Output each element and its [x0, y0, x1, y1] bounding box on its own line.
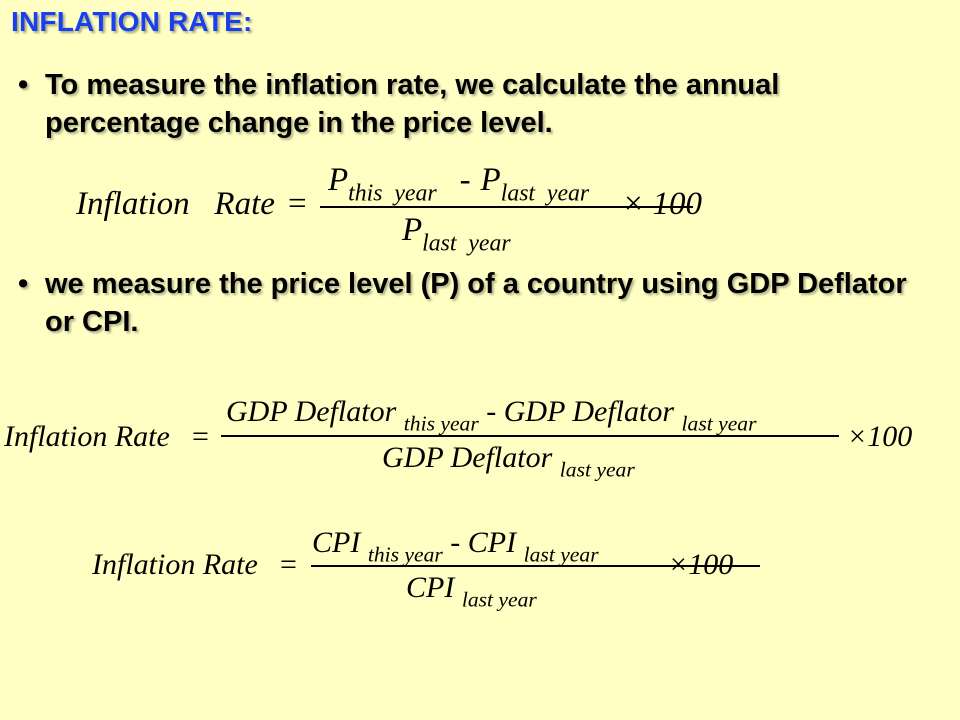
fraction-bar [221, 435, 839, 437]
bullet-marker: • [18, 268, 29, 300]
fraction-denominator: CPI last year [406, 571, 537, 613]
bullet-price-level: • we measure the price level (P) of a co… [18, 265, 933, 341]
numerator-subscript-b: last year [523, 542, 599, 567]
numerator-term-a: GDP Deflator [226, 395, 397, 428]
minus-sign: - [450, 526, 461, 559]
numerator-term-a: CPI [312, 526, 361, 559]
numerator-subscript-a: this year [403, 411, 479, 436]
numerator-term-a: P [328, 162, 349, 198]
denominator-subscript: last year [422, 230, 511, 257]
numerator-subscript-a: this year [367, 542, 443, 567]
slide-title: INFLATION RATE: [11, 6, 253, 37]
denominator-term: P [402, 212, 423, 248]
minus-sign: - [459, 162, 471, 198]
multiply-100: ×100 [847, 420, 913, 453]
equals-sign: = [192, 420, 209, 453]
denominator-subscript: last year [461, 587, 537, 612]
numerator-term-b: GDP Deflator [503, 395, 675, 428]
denominator-term: CPI [406, 571, 455, 604]
formula-lhs: Inflation Rate [76, 186, 275, 222]
numerator-subscript-b: last year [500, 180, 590, 207]
bullet-text: we measure the price level (P) of a coun… [45, 268, 907, 338]
bullet-measure-inflation: • To measure the inflation rate, we calc… [18, 66, 933, 142]
formula-lhs: Inflation Rate [4, 420, 170, 453]
fraction-numerator: CPI this year - CPI last year [312, 526, 599, 568]
equals-sign: = [280, 548, 297, 581]
equals-sign: = [288, 186, 307, 222]
fraction-numerator: Pthis year - Plast year [328, 162, 589, 208]
multiply-100: × 100 [622, 186, 703, 222]
formula-lhs: Inflation Rate [92, 548, 258, 581]
multiply-100: ×100 [668, 548, 734, 581]
formula-cpi: Inflation Rate = CPI this year - CPI las… [92, 526, 762, 626]
bullet-marker: • [18, 69, 29, 101]
numerator-term-b: P [480, 162, 501, 198]
fraction-bar [311, 565, 760, 567]
bullet-text: To measure the inflation rate, we calcul… [45, 69, 780, 139]
numerator-subscript-b: last year [681, 411, 757, 436]
numerator-term-b: CPI [467, 526, 517, 559]
minus-sign: - [486, 395, 497, 428]
fraction-denominator: Plast year [402, 212, 511, 258]
numerator-subscript-a: this year [348, 180, 437, 207]
denominator-term: GDP Deflator [382, 441, 553, 474]
denominator-subscript: last year [559, 457, 635, 482]
formula-gdp-deflator: Inflation Rate = GDP Deflator this year … [4, 393, 944, 493]
fraction-bar [320, 206, 693, 208]
fraction-denominator: GDP Deflator last year [382, 441, 635, 483]
fraction-numerator: GDP Deflator this year - GDP Deflator la… [226, 395, 757, 437]
formula-price-level: Inflation Rate = Pthis year - Plast year P… [76, 160, 716, 260]
